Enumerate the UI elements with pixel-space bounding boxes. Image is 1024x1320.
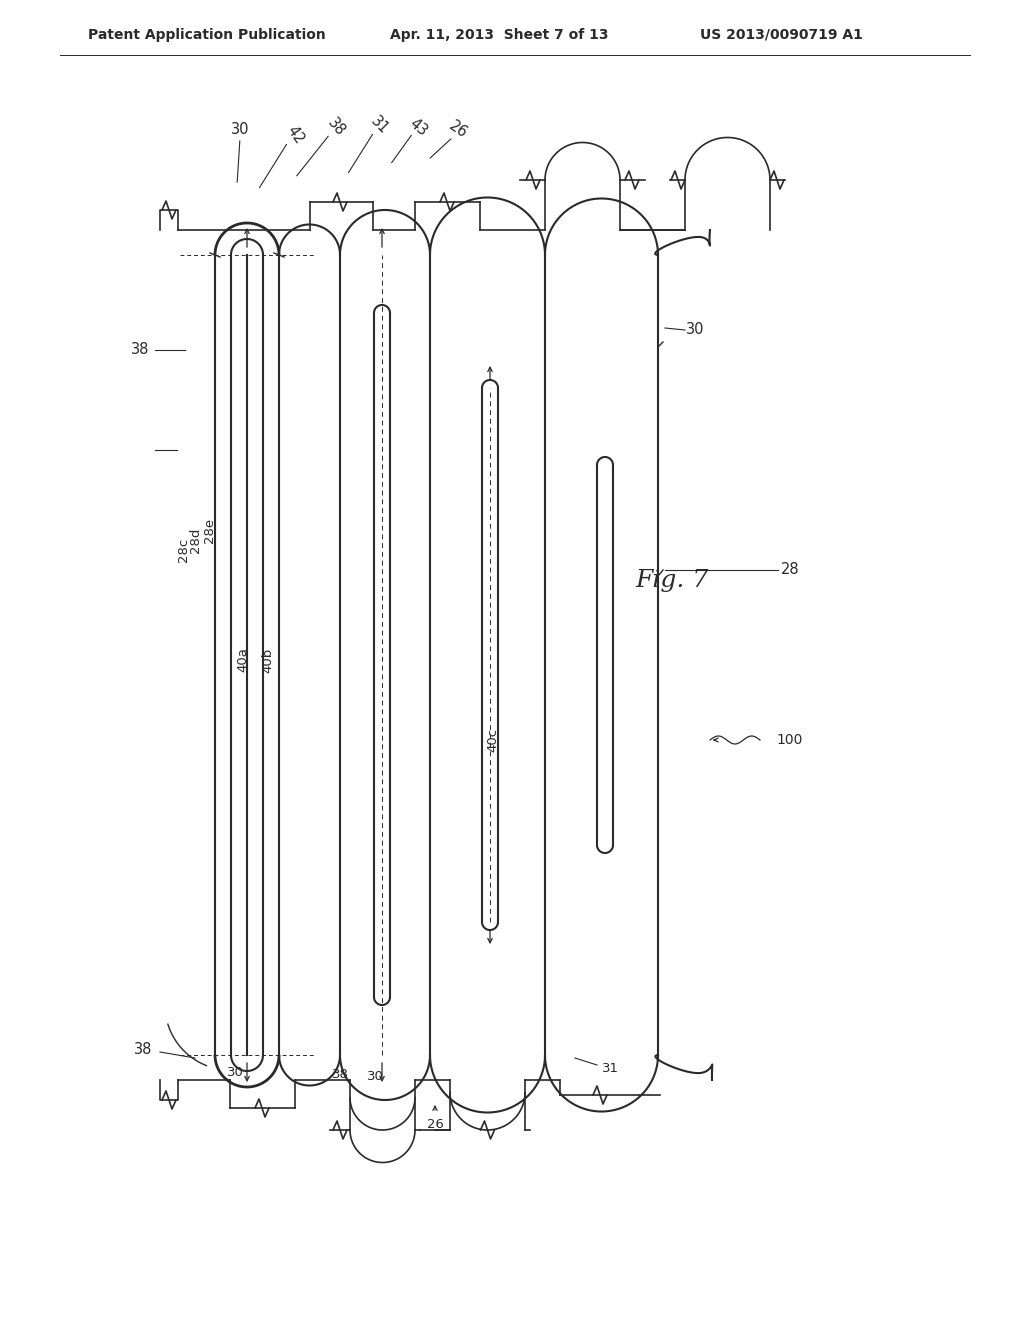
Text: 38: 38	[134, 1043, 153, 1057]
Text: 28: 28	[780, 562, 800, 578]
Text: 28d: 28d	[189, 527, 203, 553]
Text: 43: 43	[407, 115, 430, 139]
Text: 40a: 40a	[237, 648, 250, 672]
Text: 30: 30	[367, 1071, 383, 1084]
Text: 30: 30	[230, 123, 249, 137]
Text: 26: 26	[427, 1118, 443, 1131]
Text: 28c: 28c	[176, 537, 189, 562]
Text: 42: 42	[284, 123, 306, 147]
Text: 40b: 40b	[261, 647, 274, 673]
Text: 38: 38	[332, 1068, 348, 1081]
Text: US 2013/0090719 A1: US 2013/0090719 A1	[700, 28, 863, 42]
Text: Apr. 11, 2013  Sheet 7 of 13: Apr. 11, 2013 Sheet 7 of 13	[390, 28, 608, 42]
Text: 28e: 28e	[203, 517, 215, 543]
Text: 30: 30	[686, 322, 705, 338]
Text: 38: 38	[325, 115, 348, 139]
Text: 31: 31	[369, 114, 392, 137]
Text: Fig. 7: Fig. 7	[635, 569, 709, 591]
Text: 31: 31	[601, 1061, 618, 1074]
Text: 100: 100	[777, 733, 803, 747]
Text: 26: 26	[446, 119, 470, 141]
Text: 38: 38	[131, 342, 150, 358]
Text: 30: 30	[226, 1065, 244, 1078]
Text: 40c: 40c	[486, 727, 500, 752]
Text: Patent Application Publication: Patent Application Publication	[88, 28, 326, 42]
